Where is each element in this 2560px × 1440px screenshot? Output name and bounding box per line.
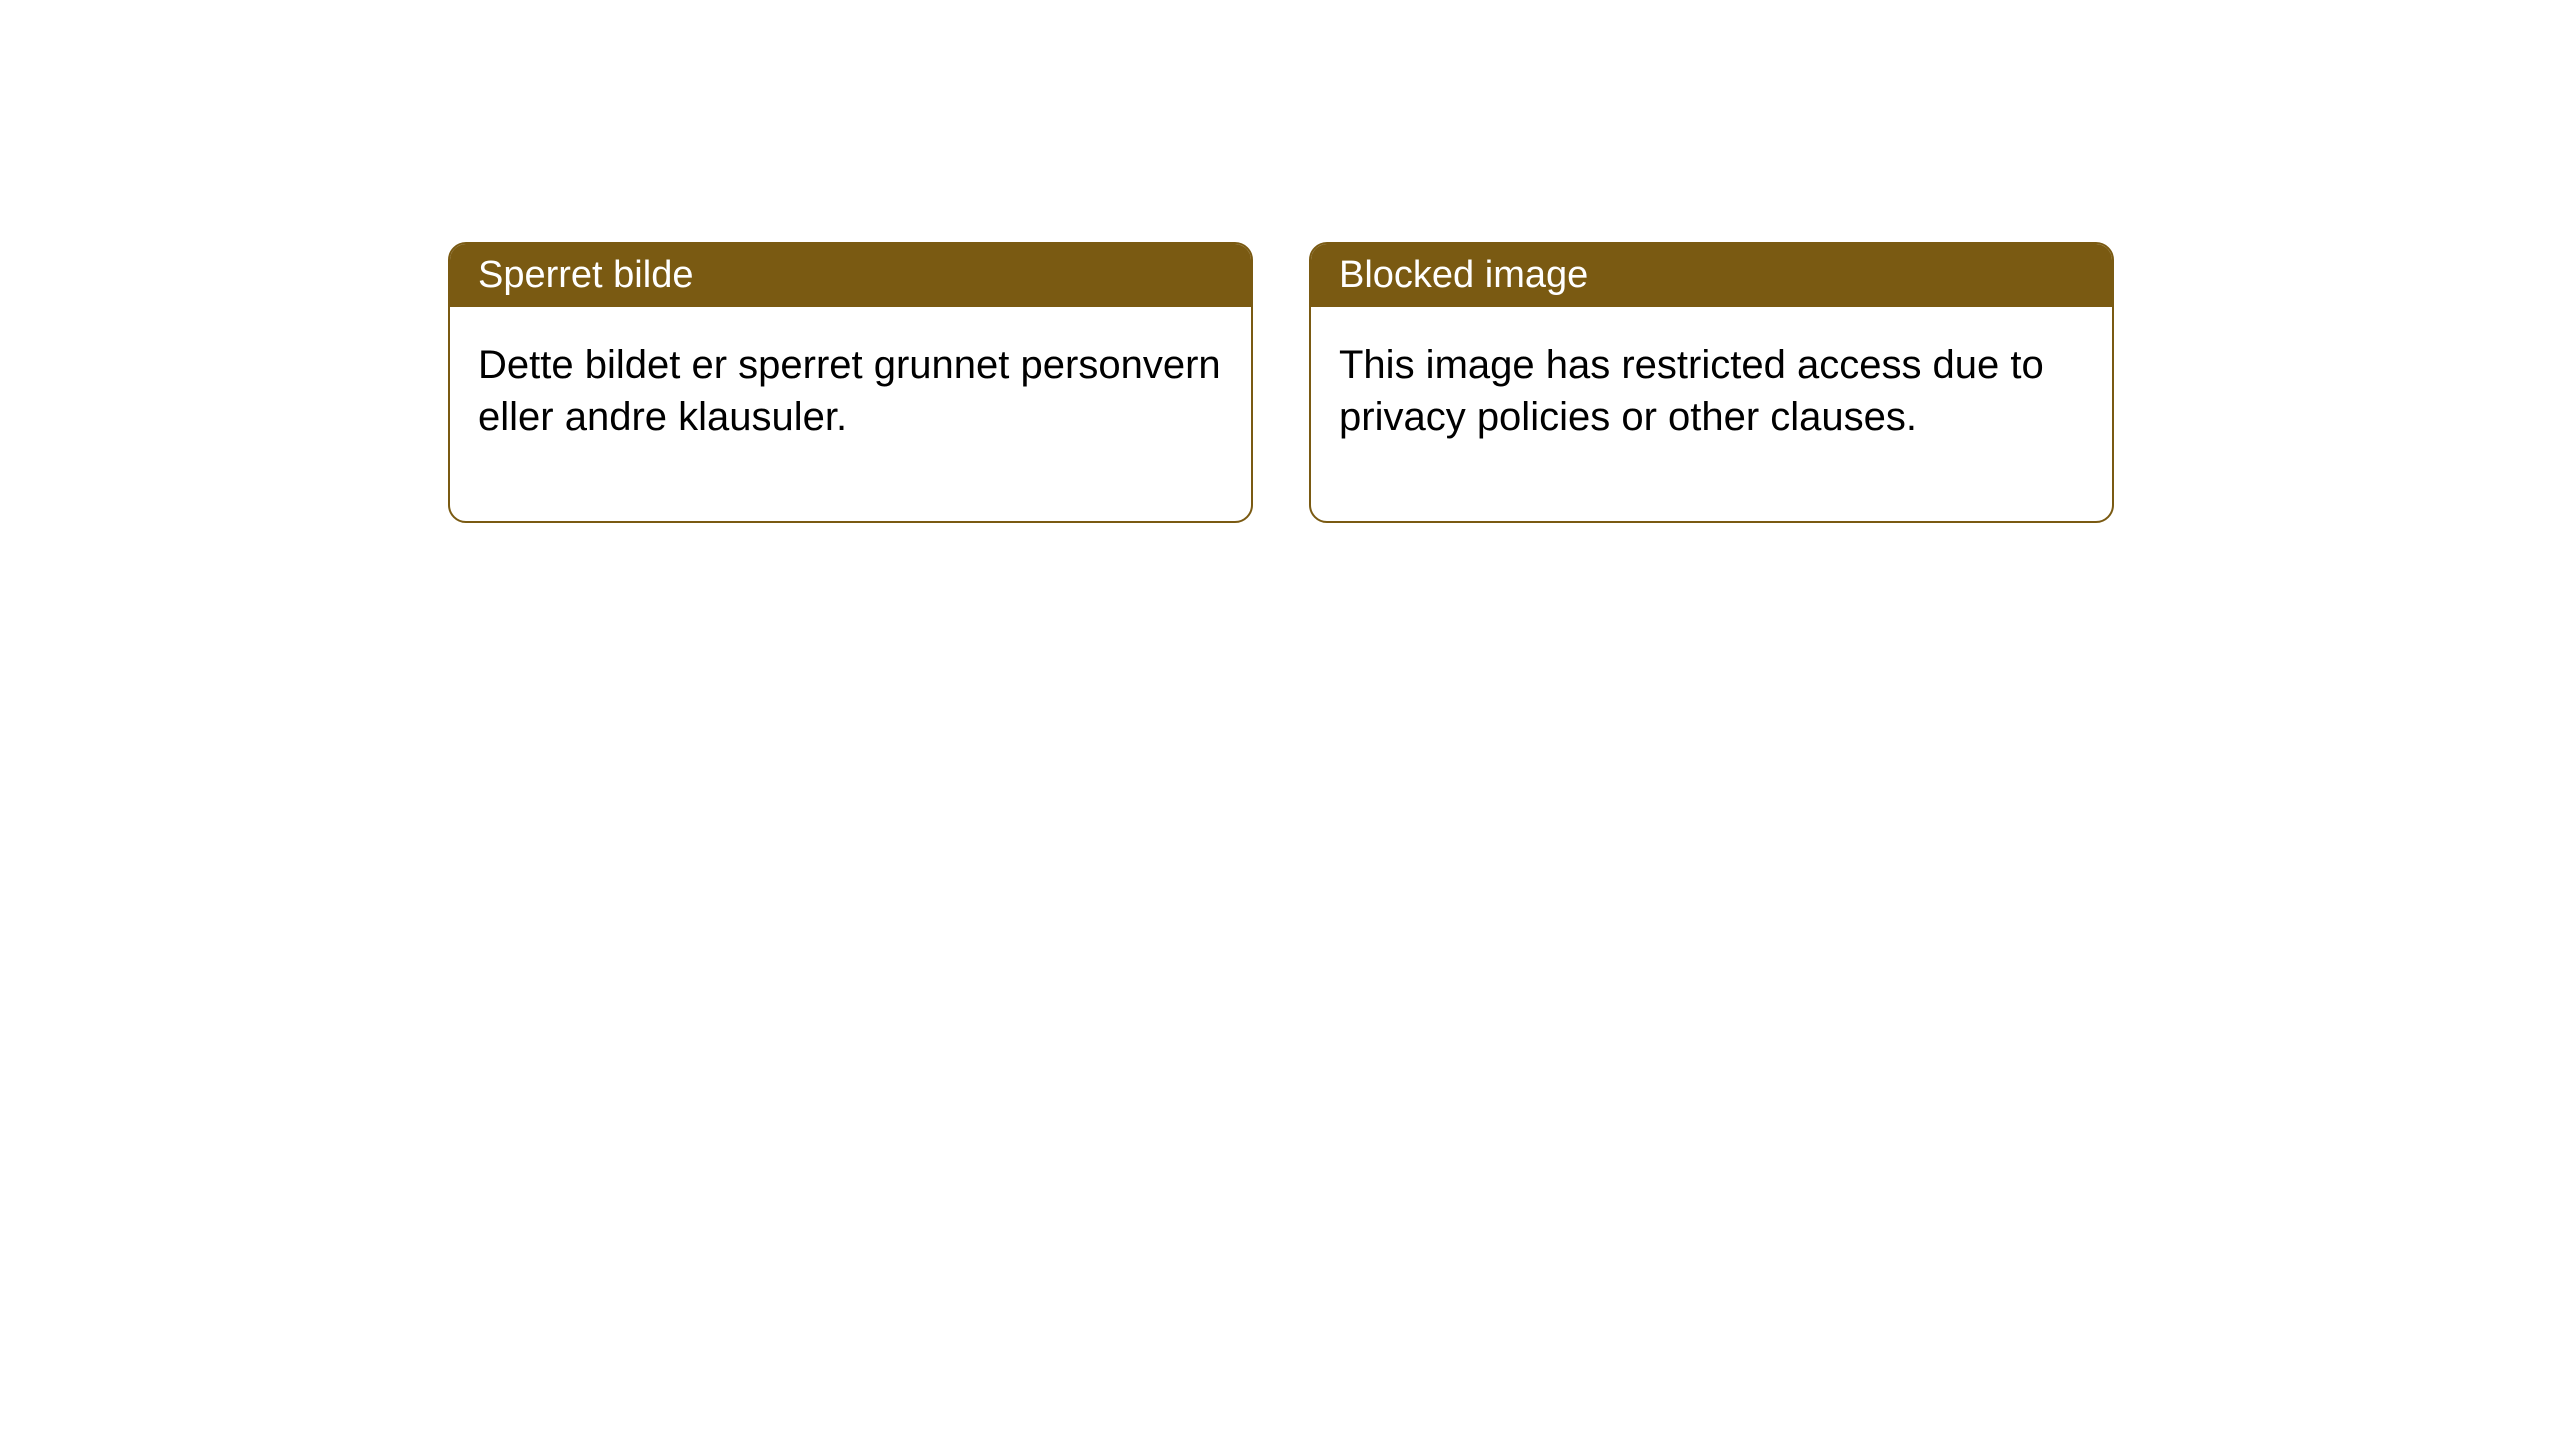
card-text-english: This image has restricted access due to … <box>1339 343 2044 439</box>
card-norwegian: Sperret bilde Dette bildet er sperret gr… <box>448 242 1253 523</box>
card-body-english: This image has restricted access due to … <box>1311 307 2112 521</box>
cards-container: Sperret bilde Dette bildet er sperret gr… <box>0 0 2560 523</box>
card-body-norwegian: Dette bildet er sperret grunnet personve… <box>450 307 1251 521</box>
card-header-english: Blocked image <box>1311 244 2112 307</box>
card-title-english: Blocked image <box>1339 254 1588 296</box>
card-title-norwegian: Sperret bilde <box>478 254 693 296</box>
card-english: Blocked image This image has restricted … <box>1309 242 2114 523</box>
card-text-norwegian: Dette bildet er sperret grunnet personve… <box>478 343 1221 439</box>
card-header-norwegian: Sperret bilde <box>450 244 1251 307</box>
